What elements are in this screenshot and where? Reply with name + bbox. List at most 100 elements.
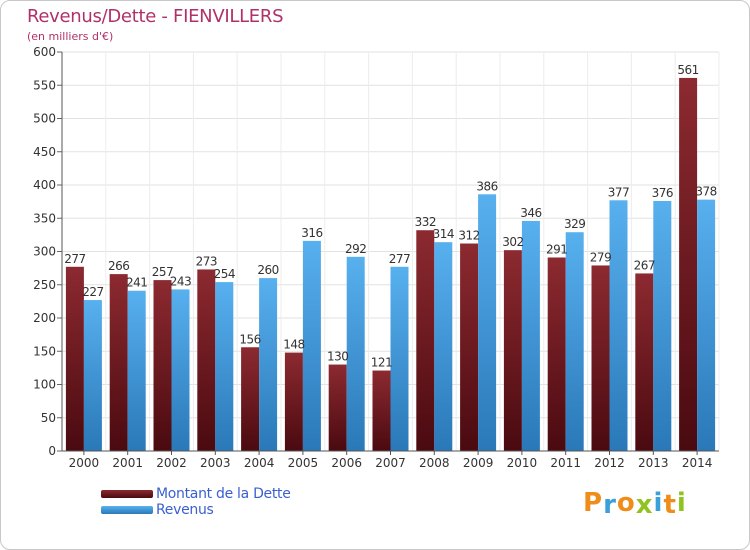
- y-tick-label: 100: [33, 378, 56, 392]
- bar-revenus: [653, 200, 672, 451]
- bar-dette: [635, 273, 654, 451]
- y-tick-label: 50: [41, 411, 56, 425]
- bar-revenus: [127, 290, 146, 451]
- bar-revenus: [171, 289, 190, 451]
- y-tick-label: 200: [33, 311, 56, 325]
- legend-swatch-debt: [101, 490, 153, 498]
- x-tick-label: 2001: [112, 456, 143, 470]
- x-tick-label: 2006: [331, 456, 362, 470]
- data-label: 312: [458, 229, 479, 243]
- legend-label-revenus: Revenus: [156, 502, 214, 518]
- y-tick-label: 0: [48, 444, 56, 458]
- x-tick-label: 2011: [550, 456, 581, 470]
- data-label: 316: [301, 226, 322, 240]
- data-label: 386: [476, 179, 497, 193]
- data-label: 291: [546, 242, 567, 256]
- y-tick-label: 300: [33, 245, 56, 259]
- data-label: 376: [652, 186, 673, 200]
- bar-revenus: [609, 200, 628, 451]
- y-tick-label: 500: [33, 112, 56, 126]
- bar-dette: [241, 347, 260, 451]
- proxiti-logo: Proxiti: [583, 488, 687, 520]
- y-tick-label: 150: [33, 344, 56, 358]
- data-label: 332: [415, 215, 436, 229]
- bar-revenus: [83, 300, 102, 451]
- data-label: 329: [564, 217, 585, 231]
- data-label: 254: [214, 267, 235, 281]
- data-label: 130: [327, 350, 348, 364]
- x-tick-label: 2000: [69, 456, 100, 470]
- data-label: 378: [695, 185, 716, 199]
- data-label: 260: [257, 263, 278, 277]
- data-label: 273: [196, 254, 217, 268]
- x-tick-label: 2004: [244, 456, 275, 470]
- y-tick-label: 250: [33, 278, 56, 292]
- data-label: 241: [126, 276, 147, 290]
- bar-dette: [65, 266, 84, 451]
- data-label: 156: [239, 332, 260, 346]
- bar-dette: [153, 280, 172, 451]
- logo-letter: i: [653, 488, 664, 518]
- logo-letter: x: [635, 490, 654, 520]
- bar-dette: [416, 230, 435, 451]
- bar-dette: [197, 269, 216, 451]
- bar-revenus: [697, 199, 716, 451]
- x-tick-label: 2012: [594, 456, 625, 470]
- x-tick-label: 2007: [375, 456, 406, 470]
- y-tick-label: 350: [33, 211, 56, 225]
- data-label: 279: [590, 250, 611, 264]
- data-label: 277: [64, 252, 85, 266]
- bar-dette: [284, 352, 303, 451]
- x-tick-label: 2010: [507, 456, 538, 470]
- bar-dette: [372, 370, 391, 451]
- chart-subtitle: (en milliers d'€): [27, 30, 114, 43]
- logo-letter: o: [616, 488, 636, 518]
- data-label: 346: [520, 206, 541, 220]
- data-label: 257: [152, 265, 173, 279]
- bar-revenus: [390, 266, 409, 451]
- bar-dette: [547, 257, 566, 451]
- bar-dette: [460, 243, 479, 451]
- bar-revenus: [215, 282, 234, 451]
- bar-dette: [591, 265, 610, 451]
- x-tick-label: 2014: [682, 456, 713, 470]
- data-label: 266: [108, 259, 129, 273]
- bar-revenus: [565, 232, 584, 451]
- x-tick-label: 2005: [288, 456, 319, 470]
- x-tick-label: 2008: [419, 456, 450, 470]
- legend-swatch-revenus: [101, 506, 153, 514]
- y-tick-label: 400: [33, 178, 56, 192]
- logo-letter: r: [603, 490, 617, 520]
- data-label: 277: [389, 252, 410, 266]
- x-tick-label: 2002: [156, 456, 187, 470]
- bar-revenus: [346, 256, 365, 451]
- bar-revenus: [434, 242, 453, 451]
- bar-revenus: [259, 278, 278, 451]
- bar-revenus: [521, 220, 540, 451]
- y-tick-label: 600: [33, 45, 56, 59]
- x-tick-label: 2009: [463, 456, 494, 470]
- y-tick-label: 450: [33, 145, 56, 159]
- bar-dette: [328, 364, 347, 451]
- y-tick-label: 550: [33, 78, 56, 92]
- data-label: 292: [345, 242, 366, 256]
- x-tick-label: 2013: [638, 456, 669, 470]
- data-label: 377: [608, 185, 629, 199]
- data-label: 227: [82, 285, 103, 299]
- bar-revenus: [478, 194, 497, 451]
- data-label: 561: [677, 63, 698, 77]
- bar-dette: [679, 77, 698, 451]
- logo-letter: t: [663, 490, 677, 520]
- chart-title: Revenus/Dette - FIENVILLERS: [27, 6, 284, 27]
- logo-letter: i: [676, 488, 687, 518]
- x-tick-label: 2003: [200, 456, 231, 470]
- data-label: 121: [371, 356, 392, 370]
- bar-dette: [109, 274, 128, 451]
- data-label: 314: [433, 227, 454, 241]
- logo-letter: P: [583, 488, 604, 518]
- data-label: 302: [502, 235, 523, 249]
- data-label: 267: [634, 258, 655, 272]
- bar-dette: [503, 250, 522, 451]
